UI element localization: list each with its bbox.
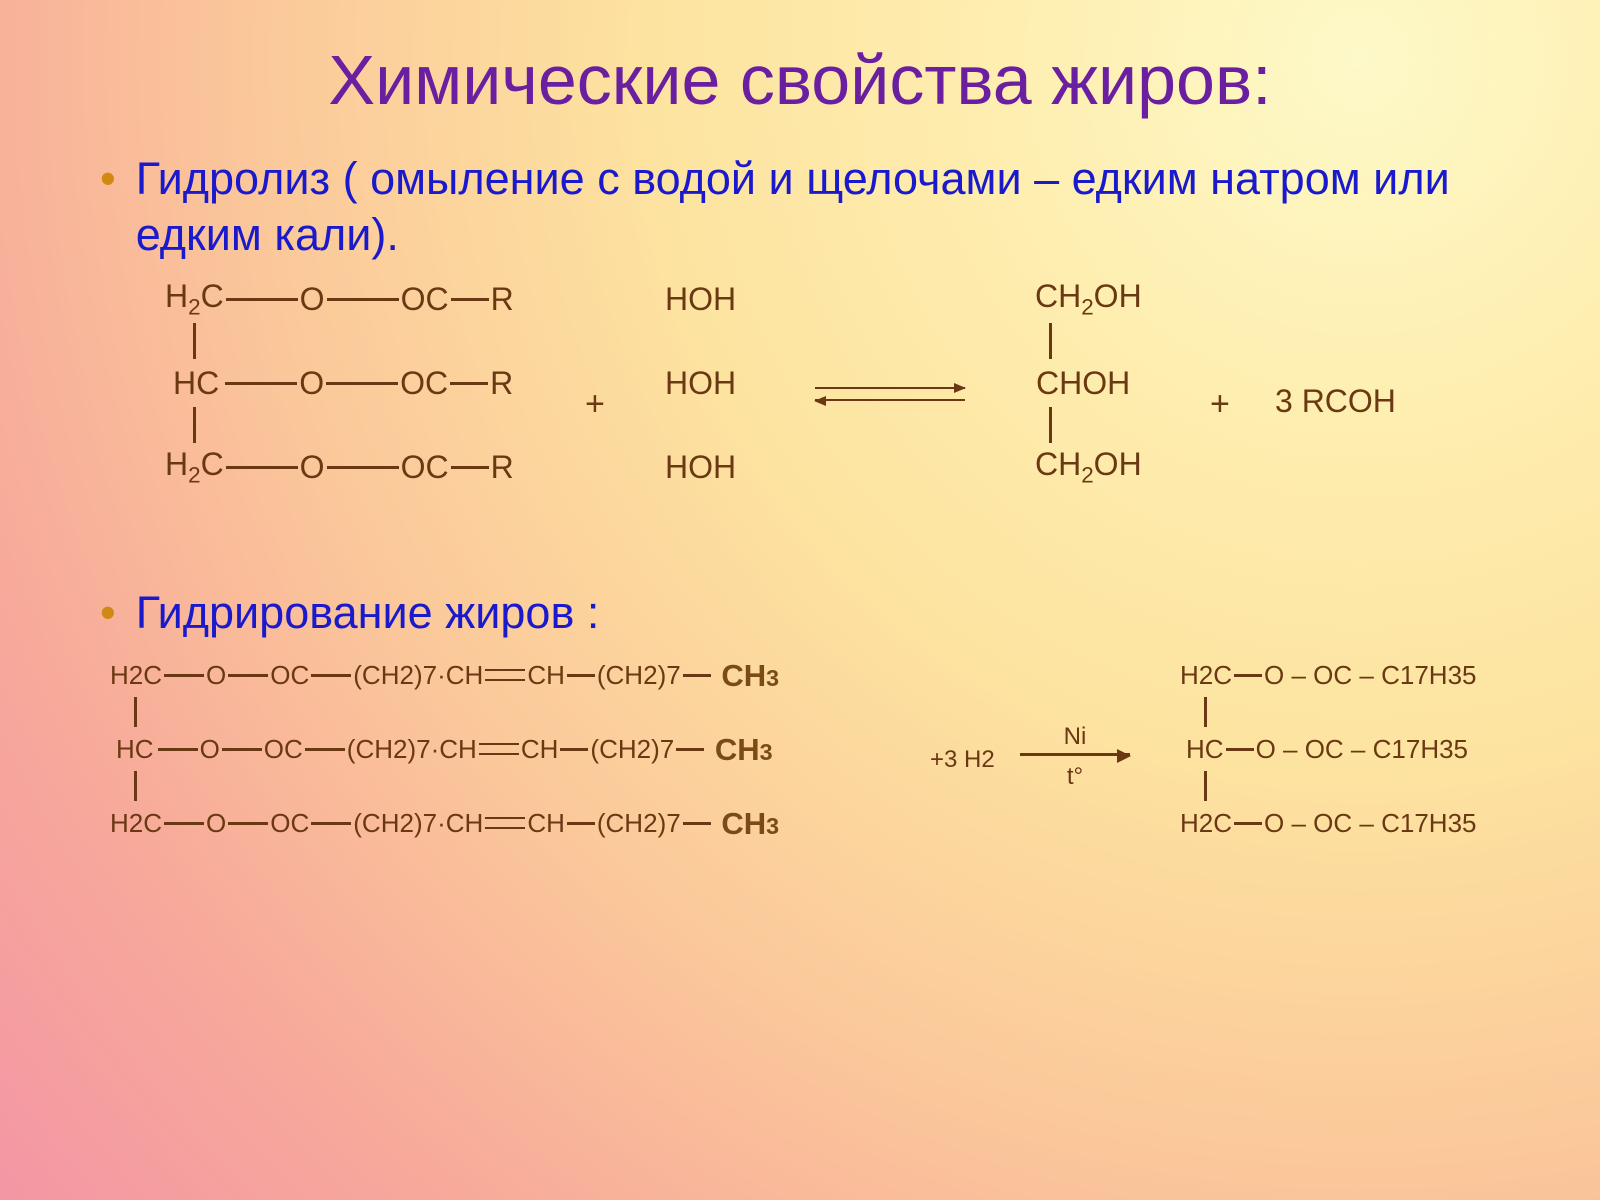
slide: Химические свойства жиров: • Гидролиз ( … — [0, 0, 1600, 1200]
bullet-text: Гидрирование жиров : — [136, 585, 1530, 641]
page-title: Химические свойства жиров: — [70, 40, 1530, 121]
acid-product: 3 RCOH — [1275, 383, 1396, 420]
bullet-text: Гидролиз ( омыление с водой и щелочами –… — [136, 151, 1530, 264]
catalyst-label: Ni — [1020, 723, 1130, 751]
hydrolysis-reaction: H2COOCR HCOOCR H2COOCR + HOH HOH HOH — [165, 275, 1530, 545]
bullet-hydrolysis: • Гидролиз ( омыление с водой и щелочами… — [100, 151, 1530, 264]
bullet-dot-icon: • — [100, 585, 116, 641]
water: HOH — [665, 367, 736, 399]
reagent-h2: +3 H2 — [930, 746, 995, 774]
bullet-hydrogenation: • Гидрирование жиров : — [100, 585, 1530, 641]
water: HOH — [665, 283, 736, 315]
bullet-dot-icon: • — [100, 151, 116, 207]
condition-label: t° — [1020, 763, 1130, 791]
hydrogenation-reaction: H2COOC(CH2)7·CHCH(CH2)7 CH3 HCOOC(CH2)7·… — [110, 653, 1530, 953]
ch3-label: CH3 — [713, 660, 779, 691]
equilibrium-arrows-icon — [815, 387, 965, 401]
ch3-label: CH3 — [706, 734, 772, 765]
plus-sign: + — [1210, 385, 1230, 424]
ch3-label: CH3 — [713, 808, 779, 839]
reaction-arrow-icon: Ni t° — [1020, 753, 1130, 756]
water: HOH — [665, 451, 736, 483]
plus-sign: + — [585, 385, 605, 424]
